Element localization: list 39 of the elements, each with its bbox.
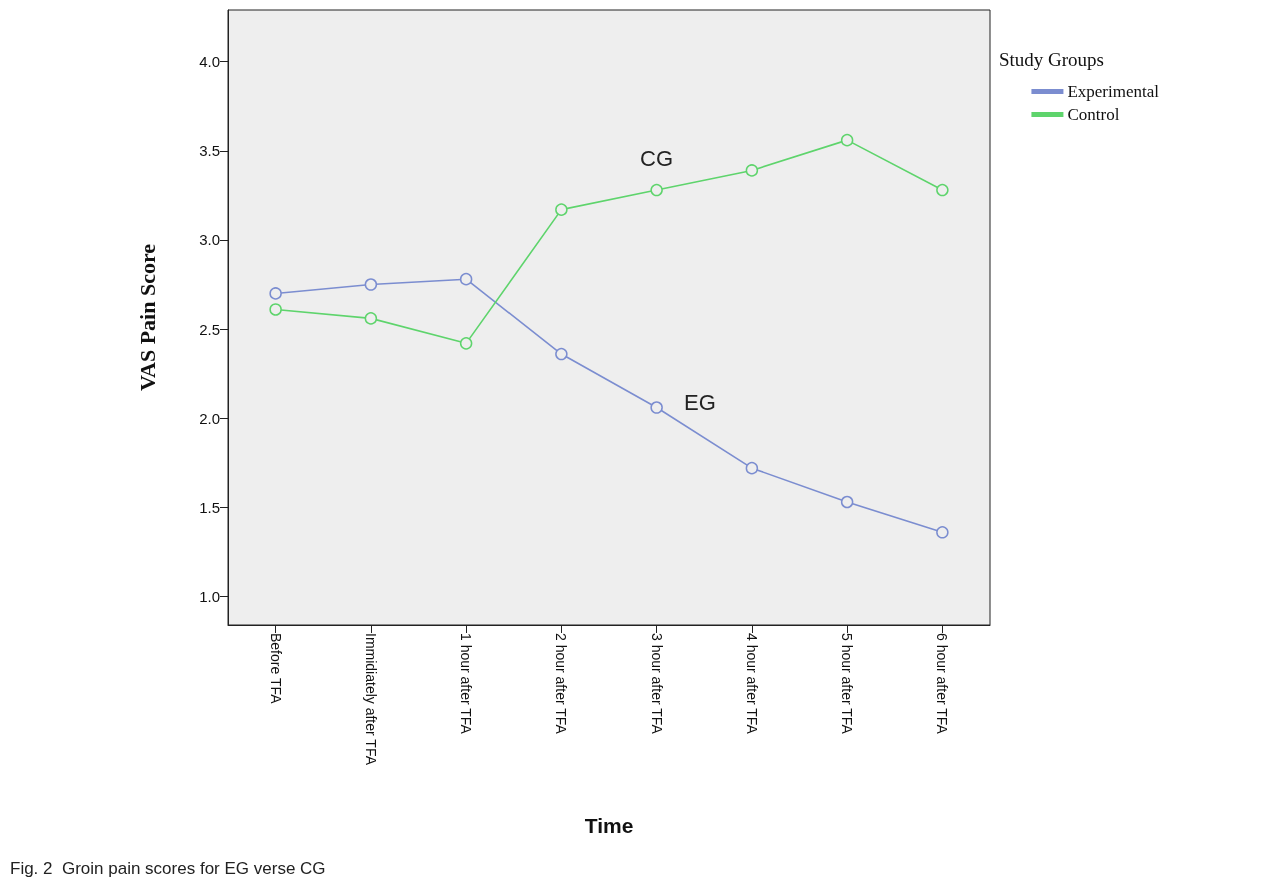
point	[840, 495, 854, 509]
point	[745, 164, 759, 177]
caption: Fig. 2 Groin pain scores for EG verse CG	[10, 859, 326, 878]
x-axis-title: Time	[584, 814, 634, 837]
annotation: EG	[684, 389, 716, 415]
point	[745, 461, 759, 475]
point	[364, 278, 378, 291]
x-tick-label: Before TFA	[267, 633, 284, 705]
y-tick-label: 4.0	[199, 53, 220, 71]
point	[936, 526, 949, 539]
point	[269, 287, 282, 300]
x-tick-label: 3 hour after TFA	[648, 633, 665, 735]
y-axis-title: VAS Pain Score	[134, 243, 160, 392]
annotation: CG	[640, 145, 673, 171]
point	[650, 401, 663, 414]
y-tick-label: 2.0	[199, 409, 220, 427]
y-tick-label: 1.0	[199, 587, 220, 605]
legend-label: Experimental	[1067, 82, 1160, 101]
y-tick-label: 2.5	[199, 320, 220, 338]
x-tick-label: 4 hour after TFA	[743, 633, 760, 735]
legend-title: Study Groups	[998, 49, 1105, 70]
x-tick-label: 5 hour after TFA	[839, 633, 856, 735]
point	[555, 203, 568, 216]
point	[459, 272, 473, 286]
x-tick-label: Immidiately after TFA	[362, 633, 379, 766]
x-tick-label: 2 hour after TFA	[553, 633, 570, 735]
point	[840, 133, 854, 147]
y-tick-label: 3.5	[199, 142, 220, 160]
point	[650, 183, 663, 197]
point	[459, 337, 473, 350]
y-tick-label: 3.0	[199, 231, 220, 249]
x-tick-label: 1 hour after TFA	[458, 633, 475, 735]
y-tick-label: 1.5	[199, 498, 220, 516]
point	[936, 183, 949, 197]
point	[555, 347, 568, 361]
legend-label: Control	[1067, 105, 1120, 124]
point	[364, 312, 378, 325]
x-tick-label: 6 hour after TFA	[934, 633, 951, 735]
point	[269, 303, 282, 316]
